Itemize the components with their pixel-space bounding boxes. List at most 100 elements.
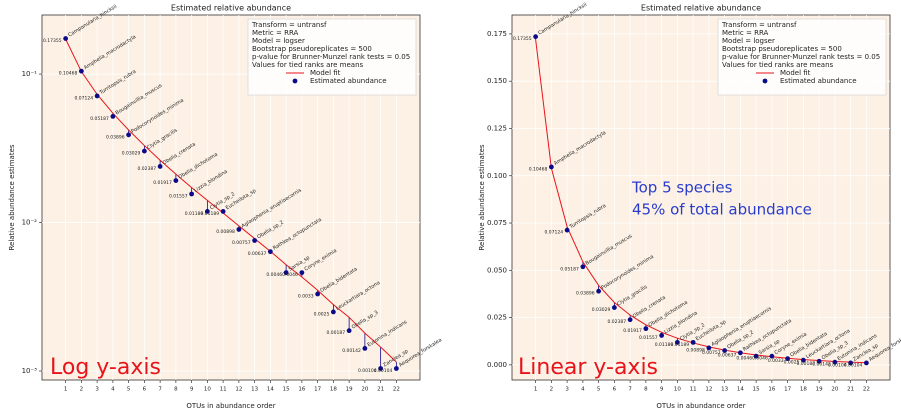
x-tick-label: 7 — [628, 387, 632, 393]
x-tick-label: 11 — [690, 387, 697, 393]
value-label: 0.00187 — [327, 330, 346, 336]
data-point — [126, 132, 132, 138]
value-label: 0.01557 — [169, 194, 188, 200]
data-point — [110, 114, 116, 119]
data-point — [832, 359, 838, 365]
data-point — [299, 270, 305, 276]
data-point — [378, 366, 384, 371]
x-axis-label: OTUs in abundance order — [186, 402, 275, 410]
value-label: 0.00637 — [718, 352, 737, 358]
x-tick-label: 15 — [283, 387, 290, 393]
data-point — [643, 326, 649, 332]
value-label: 0.17355 — [513, 36, 532, 42]
value-label: 0.07124 — [545, 230, 564, 236]
x-tick-label: 8 — [644, 387, 648, 393]
legend-text: Transform = untransf — [251, 21, 327, 29]
value-label: 0.0046 — [752, 356, 768, 362]
data-point — [252, 238, 258, 243]
x-tick-label: 14 — [737, 387, 744, 393]
legend-box — [717, 18, 887, 96]
value-label: 0.0033 — [298, 294, 314, 300]
legend-text: Transform = untransf — [721, 21, 797, 29]
value-label: 0.00757 — [702, 350, 721, 356]
data-point — [611, 305, 617, 310]
x-tick-label: 5 — [597, 387, 601, 393]
data-point — [283, 270, 289, 276]
x-tick-label: 9 — [190, 387, 194, 393]
value-label: 0.00104 — [828, 362, 847, 368]
data-point — [393, 366, 399, 371]
x-tick-label: 2 — [550, 387, 554, 393]
value-label: 0.00142 — [812, 362, 831, 368]
value-label: 0.05187 — [560, 266, 579, 272]
x-tick-label: 13 — [251, 387, 258, 393]
x-tick-label: 3 — [95, 387, 99, 393]
data-point — [848, 360, 854, 366]
legend-label: Model fit — [310, 69, 341, 77]
x-tick-label: 19 — [816, 387, 823, 393]
value-label: 0.01917 — [623, 328, 642, 334]
x-tick-label: 2 — [80, 387, 84, 393]
value-label: 0.0033 — [768, 358, 784, 364]
x-axis-label: OTUs in abundance order — [656, 402, 745, 410]
x-tick-label: 1 — [534, 387, 538, 393]
value-label: 0.00104 — [358, 368, 377, 374]
data-point — [330, 309, 336, 315]
y-tick-label: 10⁻³ — [22, 367, 38, 375]
value-label: 0.00104 — [844, 362, 863, 368]
data-point — [674, 339, 680, 345]
x-tick-label: 18 — [330, 387, 337, 393]
data-point — [722, 348, 728, 353]
y-axis-label: Relative abundance estimates — [478, 144, 486, 250]
legend-text: Values for tied ranks are means — [722, 61, 834, 69]
legend-text: Metric = RRA — [722, 29, 769, 37]
data-point — [769, 353, 775, 359]
value-label: 0.00637 — [248, 251, 267, 257]
x-tick-label: 18 — [800, 387, 807, 393]
x-tick-label: 6 — [613, 387, 617, 393]
value-label: 0.10468 — [529, 166, 548, 172]
data-point — [220, 208, 226, 214]
x-tick-label: 4 — [581, 387, 585, 393]
value-label: 0.01557 — [639, 335, 658, 341]
y-tick-label: 0.050 — [487, 266, 507, 274]
x-tick-label: 8 — [174, 387, 178, 393]
value-label: 0.00757 — [232, 240, 251, 246]
value-label: 0.00187 — [797, 361, 816, 367]
data-point — [315, 291, 321, 297]
data-point — [204, 208, 210, 214]
data-point — [816, 358, 822, 364]
data-point — [189, 191, 195, 197]
y-tick-label: 10⁻² — [22, 219, 38, 227]
legend-text: Metric = RRA — [252, 29, 299, 37]
data-point — [533, 34, 539, 40]
value-label: 0.05187 — [90, 116, 109, 122]
annotation: Log y-axis — [50, 355, 161, 380]
data-point — [564, 227, 570, 233]
legend-label: Estimated abundance — [310, 77, 387, 85]
x-tick-label: 22 — [393, 387, 400, 393]
data-point — [863, 360, 869, 366]
x-tick-label: 10 — [204, 387, 211, 393]
data-point — [346, 328, 352, 334]
annotation: Top 5 species — [631, 179, 733, 197]
x-tick-label: 1 — [64, 387, 68, 393]
data-point — [737, 350, 743, 356]
data-point — [141, 148, 147, 154]
chart: Estimated relative abundance OTUs in abun… — [478, 2, 901, 410]
x-tick-label: 6 — [143, 387, 147, 393]
x-tick-label: 20 — [361, 387, 368, 393]
x-tick-label: 10 — [674, 387, 681, 393]
x-tick-label: 12 — [235, 387, 242, 393]
data-point — [157, 164, 163, 169]
data-point — [659, 333, 665, 338]
data-point — [78, 68, 84, 74]
data-point — [800, 357, 806, 363]
model-line — [535, 39, 867, 364]
value-label: 0.0046 — [266, 272, 282, 278]
value-label: 0.02387 — [608, 319, 627, 325]
x-tick-label: 19 — [346, 387, 353, 393]
legend-text: Model = logser — [722, 37, 775, 45]
data-point — [236, 227, 242, 232]
